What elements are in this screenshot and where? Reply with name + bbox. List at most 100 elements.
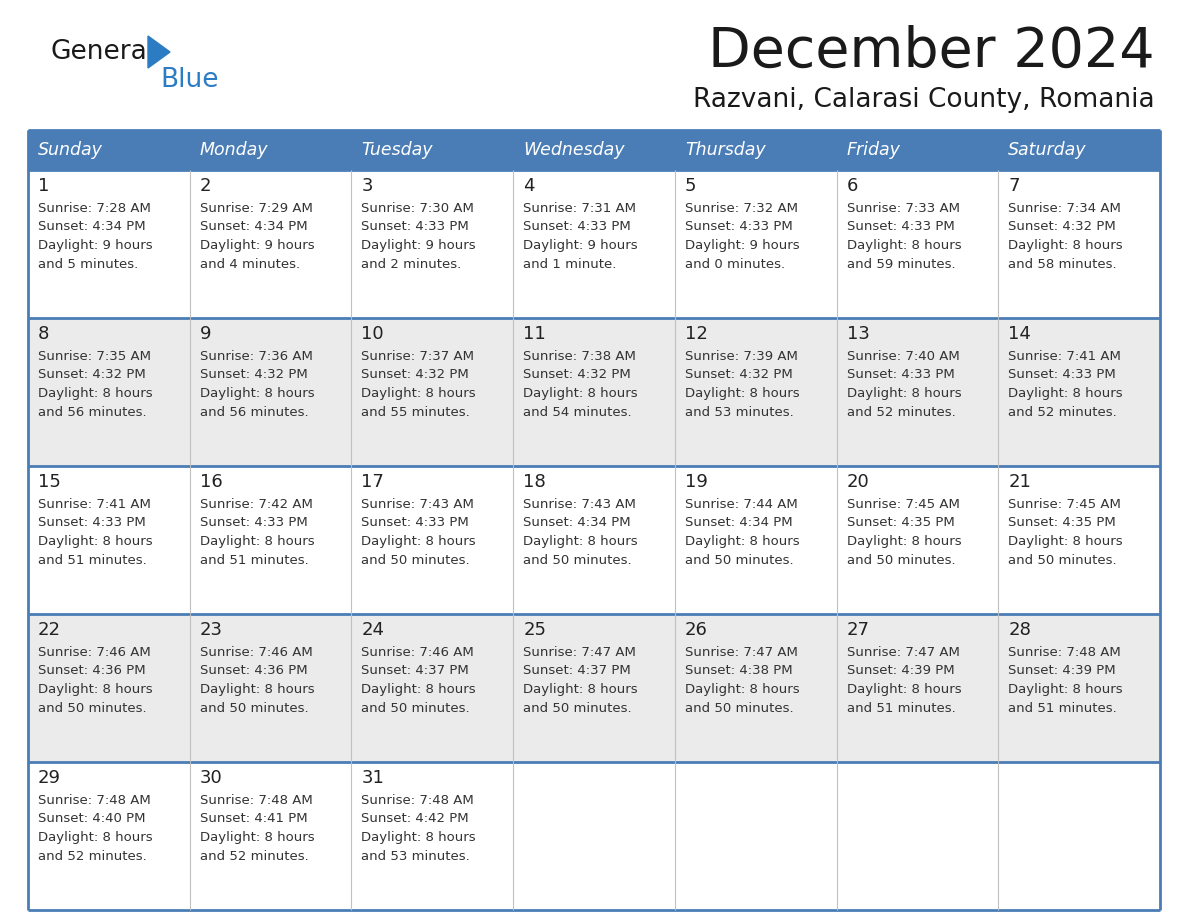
Text: and 50 minutes.: and 50 minutes.	[361, 702, 470, 715]
Text: Sunrise: 7:31 AM: Sunrise: 7:31 AM	[523, 201, 636, 215]
Bar	[513, 170, 675, 318]
Text: Sunset: 4:32 PM: Sunset: 4:32 PM	[38, 368, 146, 382]
Text: Sunrise: 7:44 AM: Sunrise: 7:44 AM	[684, 498, 797, 510]
Text: Sunset: 4:34 PM: Sunset: 4:34 PM	[38, 220, 146, 233]
Bar	[675, 130, 836, 170]
Bar	[513, 466, 675, 614]
Text: Daylight: 8 hours: Daylight: 8 hours	[361, 684, 476, 697]
Text: Daylight: 8 hours: Daylight: 8 hours	[200, 684, 315, 697]
Text: 22: 22	[38, 621, 61, 639]
Text: and 50 minutes.: and 50 minutes.	[361, 554, 470, 567]
Text: Sunrise: 7:48 AM: Sunrise: 7:48 AM	[200, 793, 312, 807]
Text: Sunset: 4:32 PM: Sunset: 4:32 PM	[684, 368, 792, 382]
Polygon shape	[148, 36, 170, 68]
Text: and 50 minutes.: and 50 minutes.	[847, 554, 955, 567]
Bar	[190, 762, 352, 910]
Text: Sunset: 4:34 PM: Sunset: 4:34 PM	[684, 517, 792, 530]
Bar	[190, 466, 352, 614]
Text: 27: 27	[847, 621, 870, 639]
Bar	[836, 130, 998, 170]
Bar	[29, 614, 190, 762]
Text: Daylight: 8 hours: Daylight: 8 hours	[847, 684, 961, 697]
Bar	[675, 614, 836, 762]
Text: Daylight: 8 hours: Daylight: 8 hours	[361, 832, 476, 845]
Text: and 50 minutes.: and 50 minutes.	[38, 702, 146, 715]
Text: Daylight: 8 hours: Daylight: 8 hours	[1009, 387, 1123, 400]
Text: Sunset: 4:33 PM: Sunset: 4:33 PM	[684, 220, 792, 233]
Bar	[352, 466, 513, 614]
Text: Daylight: 8 hours: Daylight: 8 hours	[1009, 535, 1123, 548]
Text: 4: 4	[523, 177, 535, 195]
Text: 31: 31	[361, 769, 384, 787]
Bar	[29, 130, 190, 170]
Text: Sunrise: 7:48 AM: Sunrise: 7:48 AM	[1009, 645, 1121, 658]
Bar	[513, 614, 675, 762]
Text: Sunrise: 7:42 AM: Sunrise: 7:42 AM	[200, 498, 312, 510]
Text: Sunday: Sunday	[38, 141, 103, 159]
Text: and 55 minutes.: and 55 minutes.	[361, 407, 470, 420]
Text: Daylight: 8 hours: Daylight: 8 hours	[200, 832, 315, 845]
Text: Blue: Blue	[160, 67, 219, 93]
Bar	[836, 170, 998, 318]
Text: and 58 minutes.: and 58 minutes.	[1009, 259, 1117, 272]
Bar	[998, 318, 1159, 466]
Text: and 50 minutes.: and 50 minutes.	[523, 554, 632, 567]
Text: and 53 minutes.: and 53 minutes.	[684, 407, 794, 420]
Text: 30: 30	[200, 769, 222, 787]
Bar	[352, 318, 513, 466]
Text: 20: 20	[847, 473, 870, 491]
Text: Sunrise: 7:46 AM: Sunrise: 7:46 AM	[200, 645, 312, 658]
Text: Sunrise: 7:46 AM: Sunrise: 7:46 AM	[361, 645, 474, 658]
Text: Saturday: Saturday	[1009, 141, 1087, 159]
Text: Sunset: 4:34 PM: Sunset: 4:34 PM	[200, 220, 308, 233]
Bar	[352, 762, 513, 910]
Text: Sunset: 4:35 PM: Sunset: 4:35 PM	[847, 517, 954, 530]
Text: Daylight: 8 hours: Daylight: 8 hours	[523, 387, 638, 400]
Text: and 52 minutes.: and 52 minutes.	[200, 850, 309, 864]
Text: Sunset: 4:39 PM: Sunset: 4:39 PM	[1009, 665, 1116, 677]
Text: Daylight: 8 hours: Daylight: 8 hours	[523, 535, 638, 548]
Text: 28: 28	[1009, 621, 1031, 639]
Text: Sunrise: 7:29 AM: Sunrise: 7:29 AM	[200, 201, 312, 215]
Text: General: General	[50, 39, 154, 65]
Text: Sunrise: 7:33 AM: Sunrise: 7:33 AM	[847, 201, 960, 215]
Text: Daylight: 8 hours: Daylight: 8 hours	[38, 535, 152, 548]
Text: Sunrise: 7:45 AM: Sunrise: 7:45 AM	[847, 498, 960, 510]
Text: 17: 17	[361, 473, 384, 491]
Text: Sunset: 4:33 PM: Sunset: 4:33 PM	[847, 220, 954, 233]
Bar	[998, 170, 1159, 318]
Text: Sunrise: 7:41 AM: Sunrise: 7:41 AM	[38, 498, 151, 510]
Text: and 51 minutes.: and 51 minutes.	[1009, 702, 1117, 715]
Text: Daylight: 9 hours: Daylight: 9 hours	[200, 240, 315, 252]
Text: Sunset: 4:36 PM: Sunset: 4:36 PM	[200, 665, 308, 677]
Text: Sunrise: 7:28 AM: Sunrise: 7:28 AM	[38, 201, 151, 215]
Text: Sunset: 4:38 PM: Sunset: 4:38 PM	[684, 665, 792, 677]
Bar	[29, 762, 190, 910]
Text: and 59 minutes.: and 59 minutes.	[847, 259, 955, 272]
Text: 19: 19	[684, 473, 708, 491]
Text: Daylight: 8 hours: Daylight: 8 hours	[1009, 240, 1123, 252]
Text: and 4 minutes.: and 4 minutes.	[200, 259, 299, 272]
Text: and 50 minutes.: and 50 minutes.	[1009, 554, 1117, 567]
Bar	[29, 170, 190, 318]
Text: and 56 minutes.: and 56 minutes.	[200, 407, 309, 420]
Text: Sunset: 4:33 PM: Sunset: 4:33 PM	[38, 517, 146, 530]
Text: 25: 25	[523, 621, 546, 639]
Text: and 5 minutes.: and 5 minutes.	[38, 259, 138, 272]
Bar	[675, 762, 836, 910]
Text: 12: 12	[684, 325, 708, 343]
Text: and 52 minutes.: and 52 minutes.	[1009, 407, 1117, 420]
Text: and 2 minutes.: and 2 minutes.	[361, 259, 462, 272]
Text: 16: 16	[200, 473, 222, 491]
Text: Sunrise: 7:47 AM: Sunrise: 7:47 AM	[684, 645, 797, 658]
Text: Sunset: 4:42 PM: Sunset: 4:42 PM	[361, 812, 469, 825]
Text: Sunrise: 7:37 AM: Sunrise: 7:37 AM	[361, 350, 474, 363]
Text: Daylight: 8 hours: Daylight: 8 hours	[200, 535, 315, 548]
Text: Daylight: 8 hours: Daylight: 8 hours	[684, 684, 800, 697]
Text: Sunset: 4:40 PM: Sunset: 4:40 PM	[38, 812, 145, 825]
Text: 21: 21	[1009, 473, 1031, 491]
Bar	[513, 762, 675, 910]
Bar	[998, 130, 1159, 170]
Text: Sunset: 4:33 PM: Sunset: 4:33 PM	[523, 220, 631, 233]
Text: Sunrise: 7:35 AM: Sunrise: 7:35 AM	[38, 350, 151, 363]
